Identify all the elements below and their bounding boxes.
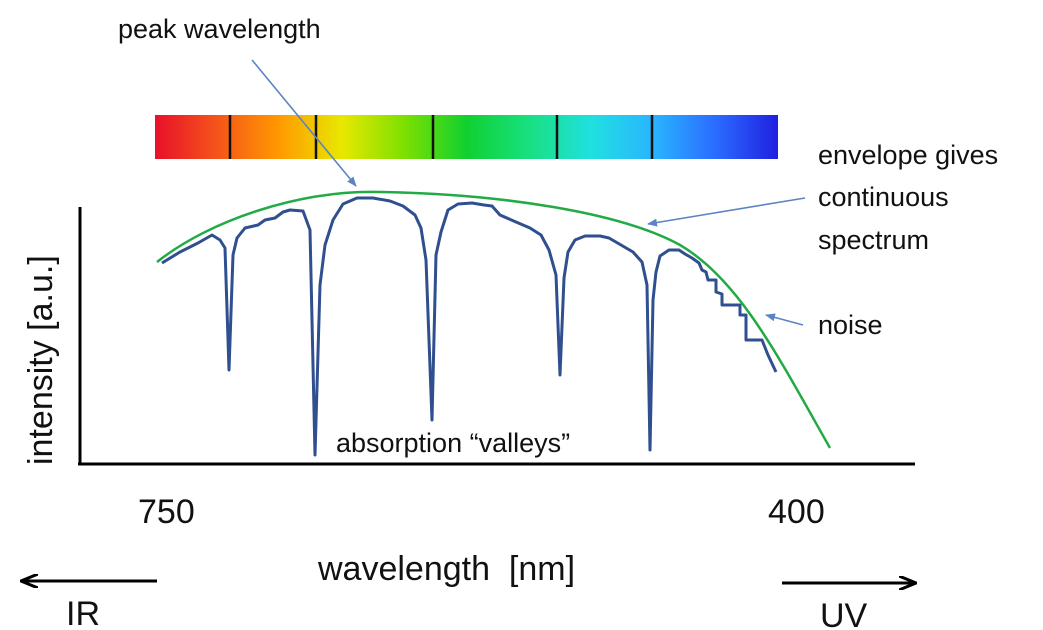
noise-label: noise: [818, 310, 883, 340]
envelope-label-line2: continuous: [818, 182, 949, 212]
axes: [78, 207, 915, 466]
x-tick-750: 750: [138, 493, 195, 531]
peak-arrow: [251, 59, 357, 187]
envelope-label-line3: spectrum: [818, 225, 929, 255]
envelope-arrow: [647, 197, 806, 227]
absorption-valleys-label: absorption “valleys”: [336, 428, 570, 458]
peak-wavelength-label: peak wavelength: [118, 14, 321, 44]
visible-spectrum-bar: [155, 115, 778, 159]
envelope-label-line1: envelope gives: [818, 140, 998, 170]
x-axis-label: wavelength [nm]: [317, 550, 575, 588]
absorption-lines: [228, 115, 654, 159]
annotation-arrows: [251, 59, 806, 326]
measured-spectrum: [161, 196, 778, 457]
uv-label: UV: [820, 597, 868, 630]
envelope-curve: [156, 190, 832, 449]
y-axis-label: intensity [a.u.]: [22, 255, 60, 465]
x-tick-400: 400: [768, 493, 825, 531]
ir-label: IR: [66, 595, 100, 630]
noise-arrow: [765, 313, 804, 326]
